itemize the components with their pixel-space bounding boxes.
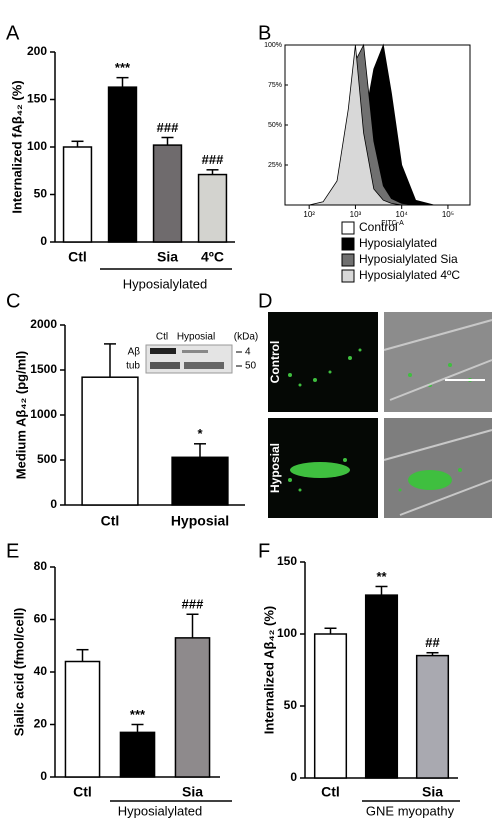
x-tick-label: Sia xyxy=(157,249,178,265)
group-label: Hyposialylated xyxy=(118,803,203,818)
bar xyxy=(107,86,138,243)
legend-swatch xyxy=(341,269,355,283)
lane-label: Ctl xyxy=(156,332,168,343)
significance-label: ** xyxy=(376,569,387,584)
y-axis-label: Internalized fAβ₄₂ (%) xyxy=(9,80,24,213)
significance-label: * xyxy=(197,426,203,441)
y-tick-label: 1500 xyxy=(30,362,57,376)
x-tick-label: Ctl xyxy=(321,784,340,800)
x-axis-label: FITC-A xyxy=(381,220,404,227)
y-tick-label: 50 xyxy=(34,187,48,201)
bar xyxy=(174,637,211,778)
y-tick-label: 0 xyxy=(40,769,47,783)
y-axis-label: Internalized Aβ₄₂ (%) xyxy=(261,606,276,735)
unit-label: (kDa) xyxy=(234,332,258,343)
y-axis-label: Sialic acid (fmol/cell) xyxy=(11,608,26,737)
x-tick-label: Ctl xyxy=(73,784,92,800)
y-tick-label: 150 xyxy=(27,92,47,106)
marker-label: 50 xyxy=(245,361,257,372)
blot-band xyxy=(150,362,180,369)
y-tick-label: 20 xyxy=(34,717,48,731)
panel-letter: C xyxy=(6,290,20,312)
panel-letter: F xyxy=(258,540,270,562)
x-tick-label: Ctl xyxy=(101,513,120,529)
x-tick-label: 10² xyxy=(303,210,315,219)
image-hyposial-merge xyxy=(384,418,492,518)
green-signal xyxy=(288,348,472,492)
row-label: Control xyxy=(268,341,282,384)
y-tick-label: 100 xyxy=(27,139,47,153)
x-tick-label: 10⁴ xyxy=(396,210,409,219)
blot-band xyxy=(182,350,208,353)
x-tick-label: 10⁵ xyxy=(442,210,454,219)
legend-swatch xyxy=(341,253,355,267)
bar xyxy=(415,654,450,779)
legend-label: Hyposialylated 4ºC xyxy=(359,268,460,282)
y-tick-label: 50 xyxy=(284,698,298,712)
y-tick-label: 0 xyxy=(290,770,297,784)
marker-label: 4 xyxy=(245,347,251,358)
western-blot xyxy=(145,344,242,374)
y-tick-label: 500 xyxy=(37,452,57,466)
panel-letter: E xyxy=(6,540,19,562)
bar xyxy=(62,146,93,243)
y-tick-label: 100% xyxy=(264,42,282,49)
legend-label: Hyposialylated Sia xyxy=(359,252,458,266)
group-label: GNE myopathy xyxy=(366,803,455,818)
significance-label: *** xyxy=(130,707,146,722)
blot-row-label: tub xyxy=(126,361,140,372)
lane-label: Hyposial xyxy=(177,332,215,343)
image-control-fluor xyxy=(268,312,378,412)
microscopy-panel: Control Hyposial xyxy=(268,312,493,518)
bar xyxy=(313,633,348,779)
significance-label: *** xyxy=(115,60,131,75)
group-label: Hyposialylated xyxy=(123,276,208,291)
panel-letter: D xyxy=(258,290,272,312)
legend-label: Control xyxy=(359,220,398,234)
legend-swatch xyxy=(341,237,355,251)
x-tick-label: 10³ xyxy=(350,210,362,219)
y-tick-label: 0 xyxy=(40,234,47,248)
y-tick-label: 100 xyxy=(277,626,297,640)
x-tick-label: Sia xyxy=(182,784,203,800)
blot-band xyxy=(184,362,224,369)
y-tick-label: 80 xyxy=(34,559,48,573)
x-tick-label: Ctl xyxy=(68,249,87,265)
bar xyxy=(119,731,156,778)
significance-label: ### xyxy=(157,120,179,135)
panel-letter: A xyxy=(6,22,20,44)
blot-band xyxy=(150,348,176,354)
bar xyxy=(364,594,399,779)
panel-letter: B xyxy=(258,22,271,44)
y-tick-label: 75% xyxy=(268,82,282,89)
x-tick-label: Sia xyxy=(422,784,443,800)
significance-label: ### xyxy=(182,597,204,612)
significance-label: ### xyxy=(202,152,224,167)
y-tick-label: 50% xyxy=(268,122,282,129)
y-tick-label: 0 xyxy=(50,497,57,511)
row-label: Hyposial xyxy=(268,443,282,493)
y-tick-label: 200 xyxy=(27,44,47,58)
y-tick-label: 60 xyxy=(34,612,48,626)
blot-row-label: Aβ xyxy=(128,347,141,358)
bar xyxy=(171,456,229,506)
x-tick-label: 4ºC xyxy=(201,249,224,265)
y-tick-label: 1000 xyxy=(30,407,57,421)
y-tick-label: 2000 xyxy=(30,317,57,331)
bar xyxy=(81,376,139,506)
y-tick-label: 40 xyxy=(34,664,48,678)
cell-outlines xyxy=(383,319,493,516)
y-tick-label: 150 xyxy=(277,554,297,568)
bar xyxy=(64,660,101,778)
y-tick-label: 25% xyxy=(268,162,282,169)
y-axis-label: Medium Aβ₄₂ (pg/ml) xyxy=(13,351,28,479)
legend-label: Hyposialylated xyxy=(359,236,437,250)
bar xyxy=(197,173,228,243)
x-tick-label: Hyposial xyxy=(171,513,229,529)
significance-label: ## xyxy=(425,635,440,650)
bar xyxy=(152,144,183,243)
legend-swatch xyxy=(341,221,355,235)
